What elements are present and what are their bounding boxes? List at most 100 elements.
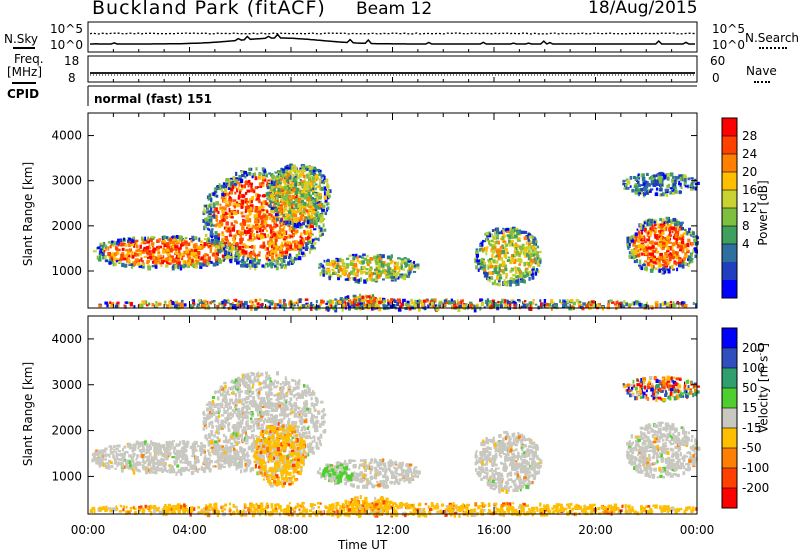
power-cell-r1: [270, 250, 274, 253]
power-cell-r5: [509, 280, 513, 284]
power-cell-r1: [246, 245, 250, 249]
power-cell-r6: [637, 231, 641, 235]
power-cell-r1: [255, 167, 258, 171]
power-cell-r2: [319, 178, 322, 183]
power-cell-r1: [255, 208, 258, 213]
power-cell-r3: [391, 269, 396, 272]
power-cell-r1: [224, 236, 228, 239]
power-cell-r7: [632, 176, 636, 179]
power-cell-r2: [282, 195, 286, 200]
power-cell-r8: [393, 304, 397, 309]
velocity-cell-r0: [143, 460, 147, 465]
power-cell-r0: [184, 237, 188, 240]
power-cell-r0: [141, 260, 145, 263]
power-cell-r1: [320, 227, 323, 232]
power-cell-r3: [352, 271, 356, 276]
power-cell-r2: [265, 192, 270, 197]
power-cell-r0: [202, 259, 206, 264]
power-cell-r5: [525, 241, 528, 245]
power-cell-r0: [151, 252, 155, 257]
velocity-cell-r0: [222, 465, 226, 469]
power-cell-r8: [515, 303, 518, 307]
power-cell-r2: [297, 191, 300, 194]
power-cell-r5: [530, 272, 534, 277]
power-cell-r0: [131, 237, 134, 242]
power-cell-r2: [309, 182, 313, 187]
power-cell-r1: [291, 260, 295, 264]
power-cell-r7: [669, 187, 673, 190]
power-cell-r0: [175, 235, 179, 239]
power-cell-r3: [390, 254, 393, 259]
power-cell-r0: [137, 262, 141, 266]
power-cell-r6: [666, 247, 670, 251]
power-cell-r3: [336, 262, 340, 265]
power-cell-r8: [241, 302, 245, 306]
power-cell-r8: [559, 299, 561, 303]
power-cell-r1: [297, 200, 301, 204]
power-cell-r1: [264, 216, 268, 221]
power-cell-r6: [638, 245, 643, 249]
power-cell-r1: [228, 213, 233, 218]
power-cell-r0: [172, 238, 176, 241]
power-cell-r5: [518, 270, 523, 274]
velocity-cell-r0: [144, 451, 148, 455]
power-cell-r2: [305, 184, 309, 188]
power-cell-r1: [223, 199, 227, 202]
power-cell-r0: [143, 249, 147, 252]
power-cell-r7: [658, 179, 662, 184]
power-cell-r1: [241, 252, 245, 255]
power-cell-r3: [345, 265, 350, 268]
power-cell-r1: [321, 219, 324, 223]
power-cell-r0: [113, 242, 116, 246]
power-cell-r8: [148, 302, 151, 306]
date-title: 18/Aug/2015: [588, 0, 698, 18]
power-cell-r5: [529, 258, 534, 263]
power-cell-r7: [651, 176, 654, 181]
power-cell-r8: [443, 299, 447, 304]
velocity-cell-r0: [141, 464, 145, 469]
power-cell-r5: [527, 261, 530, 266]
power-cell-r2: [301, 222, 306, 226]
power-cell-r8: [582, 302, 586, 306]
velocity-cell-r0: [141, 449, 145, 453]
velocity-cell-r0: [97, 451, 101, 455]
power-cell-r8: [496, 304, 499, 307]
power-cell-r0: [102, 254, 105, 260]
power-cell-r8: [418, 300, 421, 304]
power-cell-r0: [151, 236, 156, 239]
power-cell-r2: [282, 173, 286, 178]
power-cell-r3: [366, 254, 369, 258]
power-cell-r3: [409, 269, 412, 274]
power-cell-r7: [652, 178, 656, 184]
power-cell-r5: [512, 280, 517, 284]
power-cell-r2: [287, 184, 289, 188]
power-cell-r7: [694, 182, 698, 186]
power-cell-r2: [273, 188, 276, 193]
power-cell-r0: [146, 260, 149, 264]
power-cell-r6: [650, 264, 654, 269]
power-cell-r5: [504, 267, 508, 272]
power-cell-r8: [234, 298, 238, 302]
power-cell-r8: [569, 299, 574, 302]
power-cell-r2: [312, 184, 315, 188]
power-cell-r3: [362, 253, 366, 257]
power-cell-r1: [240, 222, 244, 226]
power-cell-r1: [248, 246, 252, 249]
power-cell-r8: [633, 301, 636, 306]
power-cell-r5: [527, 233, 531, 236]
power-cell-r3: [365, 271, 368, 275]
power-cell-r1: [243, 261, 247, 266]
power-cell-r4: [378, 297, 382, 302]
power-cell-r8: [540, 302, 544, 307]
power-cell-r0: [112, 255, 116, 259]
power-cell-r0: [217, 245, 221, 250]
power-cell-r8: [406, 300, 410, 305]
power-cell-r1: [258, 236, 261, 240]
power-cell-r1: [287, 241, 292, 245]
power-cell-r1: [309, 224, 312, 229]
power-cell-r7: [694, 178, 697, 182]
power-cell-r2: [302, 209, 306, 214]
power-cell-r8: [491, 299, 495, 303]
power-cell-r0: [221, 254, 226, 258]
power-cell-r0: [98, 257, 102, 262]
